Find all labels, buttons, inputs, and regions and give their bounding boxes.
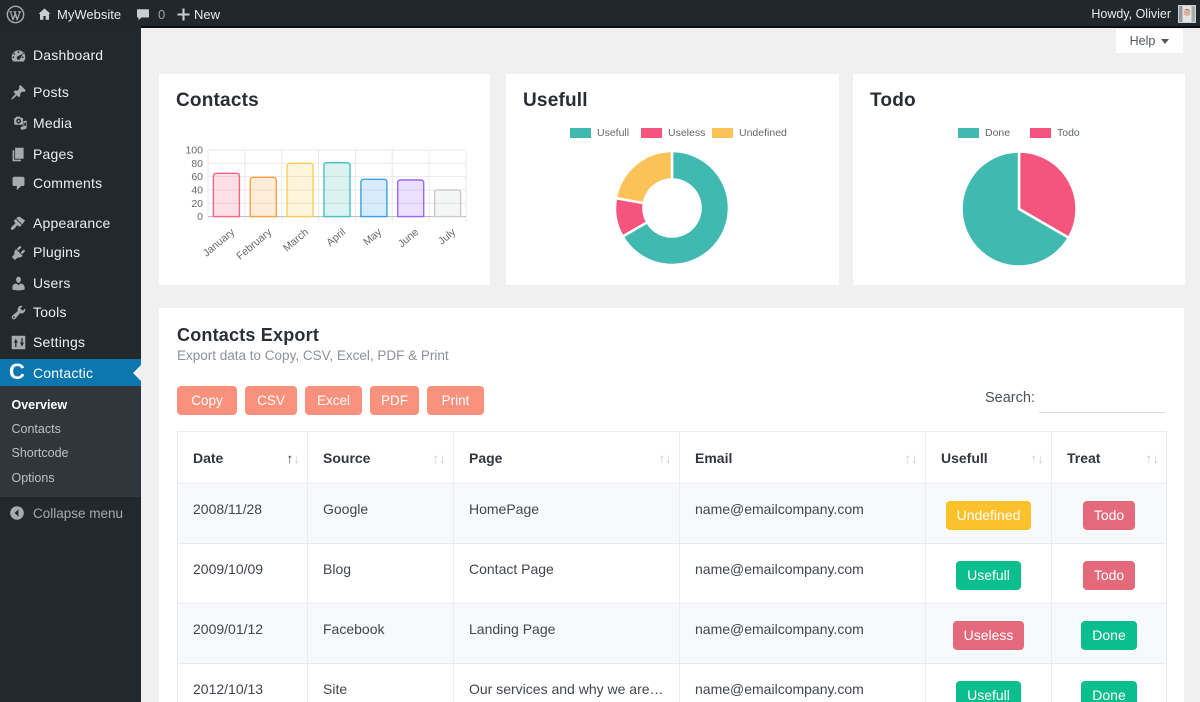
svg-text:July: July xyxy=(436,226,459,248)
svg-text:January: January xyxy=(201,226,238,260)
svg-text:February: February xyxy=(234,226,274,263)
svg-text:June: June xyxy=(396,226,421,250)
svg-text:100: 100 xyxy=(185,145,203,157)
svg-text:0: 0 xyxy=(197,211,203,223)
svg-text:March: March xyxy=(281,226,311,254)
svg-text:60: 60 xyxy=(191,171,203,183)
svg-text:40: 40 xyxy=(191,185,203,197)
svg-text:April: April xyxy=(324,226,348,249)
svg-text:20: 20 xyxy=(191,198,203,210)
svg-text:May: May xyxy=(361,226,384,248)
svg-text:80: 80 xyxy=(191,158,203,170)
